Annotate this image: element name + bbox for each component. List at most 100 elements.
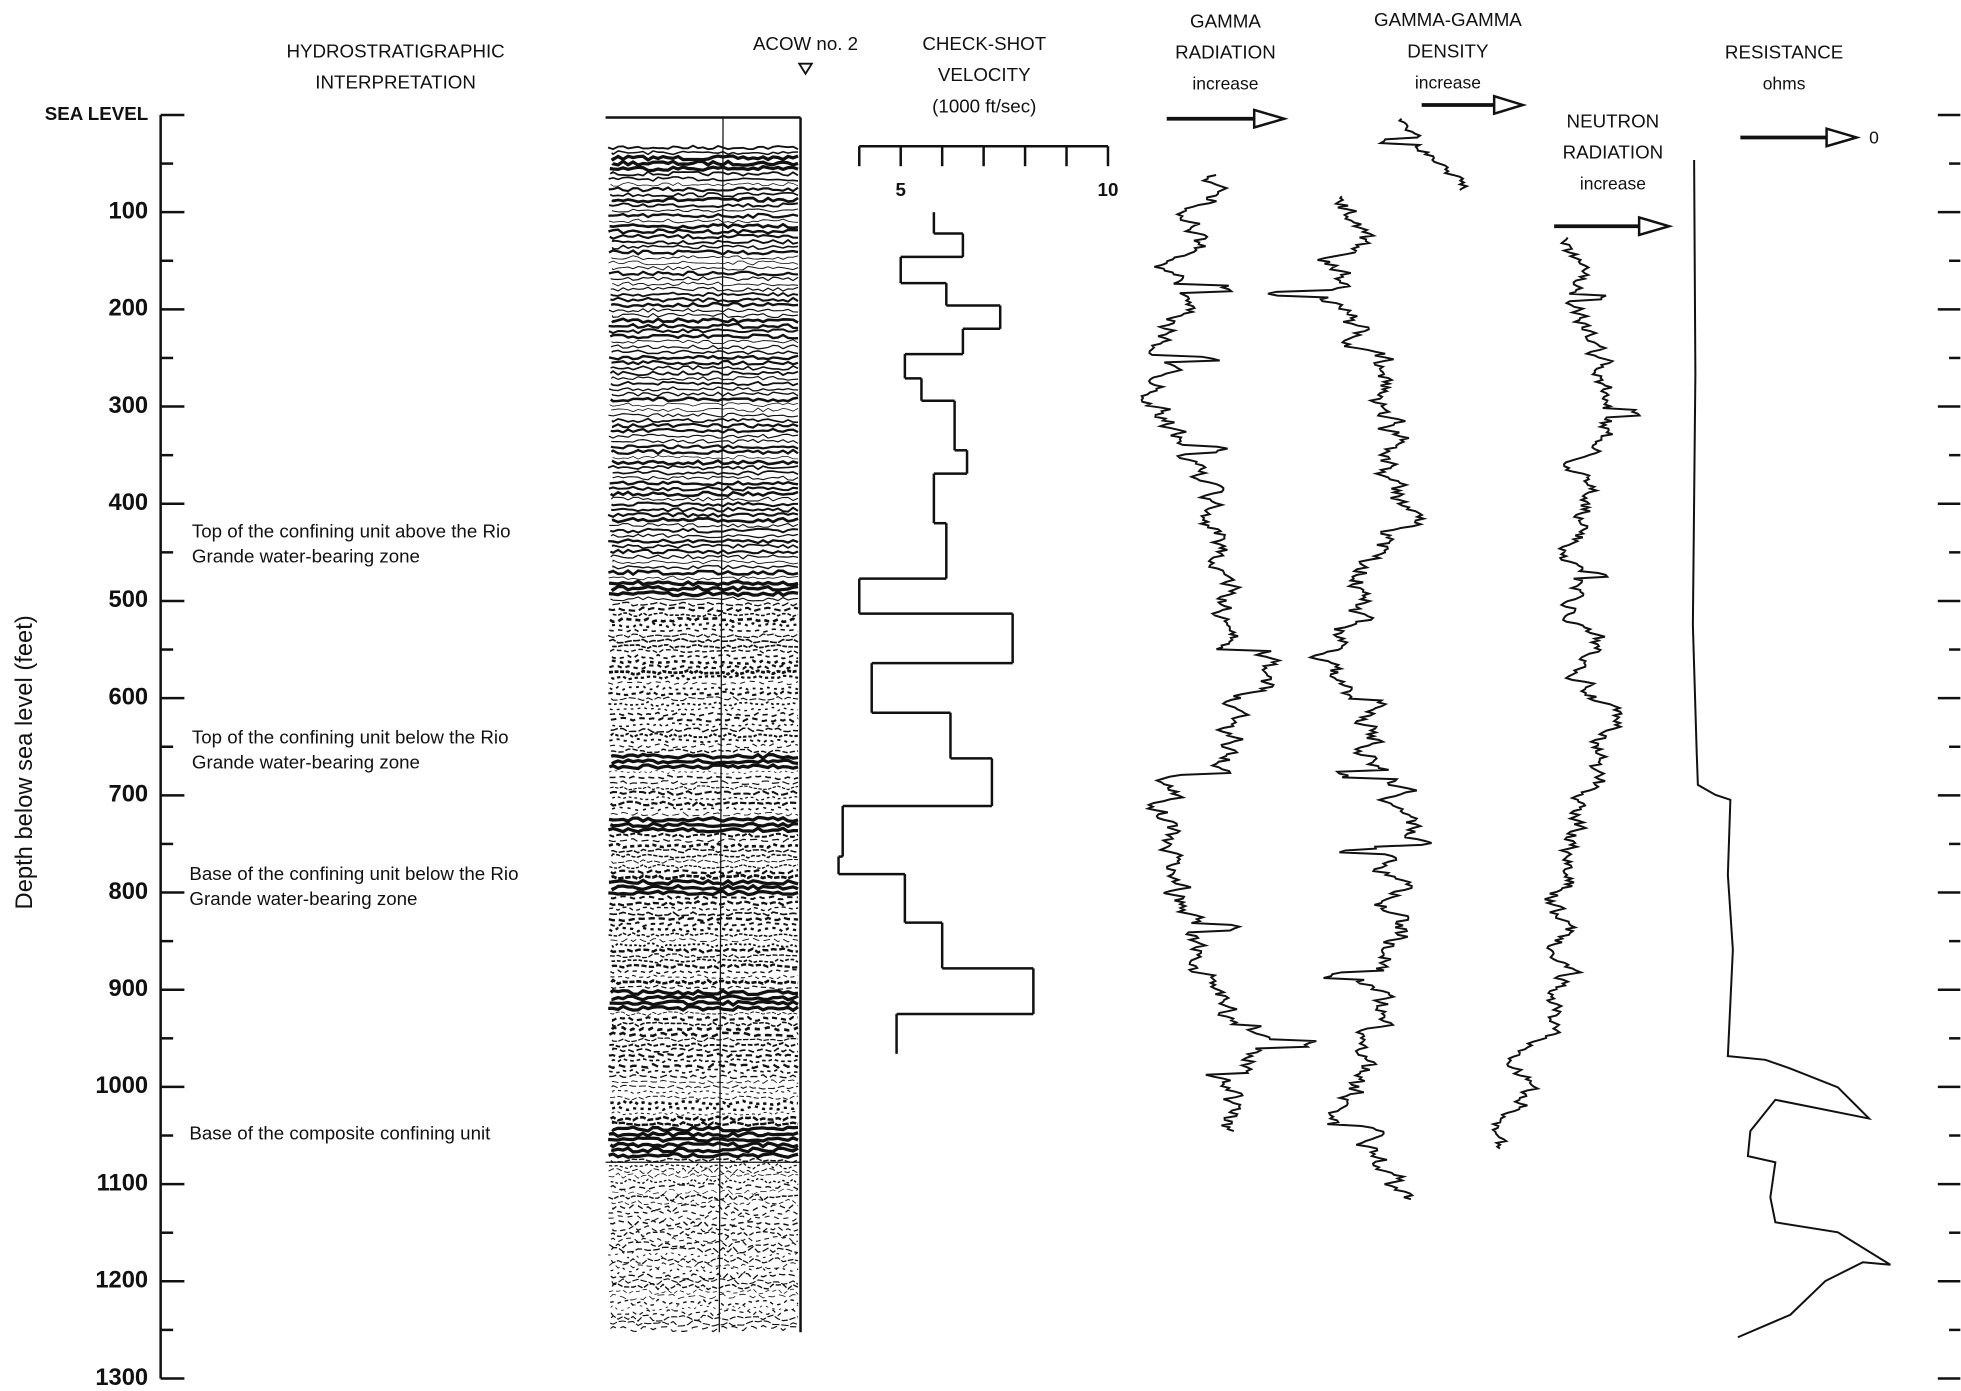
seismic-reflector	[611, 1184, 798, 1190]
seismic-reflector	[613, 424, 798, 428]
arrowhead	[1254, 110, 1284, 127]
y-tick-label: 1000	[95, 1073, 148, 1099]
seismic-reflector	[611, 812, 798, 816]
seismic-reflector	[611, 676, 798, 680]
seismic-reflector	[611, 534, 798, 538]
seismic-reflector	[610, 167, 798, 171]
seismic-reflector	[609, 581, 798, 585]
annotation: Base of the composite confining unit	[189, 1123, 491, 1144]
seismic-reflector	[611, 1148, 798, 1152]
seismic-reflector	[612, 245, 798, 249]
seismic-reflector	[610, 744, 798, 748]
y-tick-label: 400	[109, 490, 149, 516]
seismic-reflector	[611, 718, 798, 722]
seismic-reflector	[610, 707, 798, 711]
density-trace	[1381, 119, 1467, 190]
seismic-reflector	[611, 980, 798, 984]
seismic-reflector	[610, 1299, 798, 1305]
seismic-reflector	[609, 1054, 798, 1058]
seismic-reflector	[609, 203, 798, 207]
seismic-reflector	[613, 1205, 798, 1211]
seismic-reflector	[609, 329, 798, 333]
seismic-reflector	[610, 775, 798, 779]
seismic-reflector	[610, 597, 798, 601]
seismic-reflector	[609, 628, 798, 632]
seismic-reflector	[610, 1012, 798, 1016]
y-tick-label: 100	[109, 198, 149, 224]
seismic-reflector	[610, 482, 798, 486]
seismic-reflector	[610, 649, 798, 653]
seismic-reflector	[613, 1122, 798, 1126]
seismic-reflector	[612, 1127, 798, 1131]
seismic-reflector	[613, 996, 798, 1000]
annotation: Grande water-bearing zone	[189, 888, 417, 909]
resistance-trace	[1693, 160, 1890, 1337]
column-header: ACOW no. 2	[753, 33, 858, 54]
seismic-reflector	[612, 886, 798, 890]
seismic-reflector	[611, 854, 798, 858]
seismic-reflector	[608, 229, 798, 233]
seismic-reflector	[613, 796, 799, 800]
seismic-reflector	[611, 1117, 798, 1121]
seismic-reflector	[609, 434, 798, 438]
seismic-reflector	[611, 733, 798, 737]
seismic-reflector	[612, 198, 798, 202]
seismic-reflector	[610, 970, 798, 974]
seismic-reflector	[608, 539, 798, 543]
seismic-reflector	[609, 1242, 798, 1248]
seismic-reflector	[611, 361, 798, 365]
seismic-reflector	[613, 723, 798, 727]
column-header: DENSITY	[1407, 40, 1489, 61]
seismic-reflector	[611, 1237, 798, 1243]
annotation: Top of the confining unit below the Rio	[192, 727, 509, 748]
column-header: HYDROSTRATIGRAPHIC	[286, 40, 504, 61]
seismic-reflector	[610, 618, 798, 622]
seismic-reflector	[608, 702, 798, 706]
seismic-reflector	[611, 697, 798, 701]
arrow-label: 0	[1869, 127, 1879, 147]
seismic-reflector	[610, 1101, 798, 1105]
seismic-reflector	[611, 408, 798, 412]
seismic-reflector	[610, 335, 798, 339]
seismic-reflector	[611, 429, 798, 433]
seismic-reflector	[611, 728, 798, 732]
y-tick-label: 200	[109, 296, 149, 322]
y-tick-label: 500	[109, 587, 149, 613]
seismic-reflector	[613, 1090, 798, 1094]
seismic-reflector	[609, 639, 798, 643]
seismic-reflector	[609, 839, 798, 843]
annotation: Grande water-bearing zone	[192, 545, 420, 566]
seismic-reflector	[612, 282, 798, 286]
x-tick-label: 5	[896, 179, 906, 200]
seismic-reflector	[612, 586, 798, 590]
seismic-reflector	[609, 324, 798, 328]
seismic-reflector	[608, 214, 798, 218]
seismic-reflector	[608, 1064, 798, 1068]
seismic-reflector	[609, 403, 798, 407]
seismic-reflector	[611, 938, 798, 942]
seismic-reflector	[609, 1069, 798, 1073]
seismic-reflector	[609, 933, 798, 937]
seismic-reflector	[608, 466, 798, 470]
seismic-reflector	[610, 781, 798, 785]
column-header: RADIATION	[1175, 42, 1276, 63]
seismic-reflector	[609, 607, 798, 611]
seismic-reflector	[611, 754, 798, 758]
seismic-reflector	[612, 655, 798, 659]
seismic-reflector	[610, 901, 798, 905]
seismic-reflector	[612, 645, 798, 648]
seismic-reflector	[608, 146, 798, 150]
annotation: Base of the confining unit below the Rio	[189, 863, 518, 884]
seismic-reflector	[611, 398, 798, 402]
y-tick-label: 700	[109, 782, 149, 808]
seismic-reflector	[610, 1001, 798, 1005]
seismic-reflector	[609, 1173, 798, 1179]
seismic-reflector	[609, 670, 798, 674]
seismic-reflector	[612, 807, 798, 811]
seismic-reflector	[609, 817, 798, 821]
seismic-reflector	[613, 565, 798, 569]
neutron-trace	[1493, 237, 1639, 1148]
seismic-reflector	[611, 1305, 798, 1311]
column-header: NEUTRON	[1567, 110, 1660, 131]
seismic-reflector	[609, 1133, 798, 1137]
